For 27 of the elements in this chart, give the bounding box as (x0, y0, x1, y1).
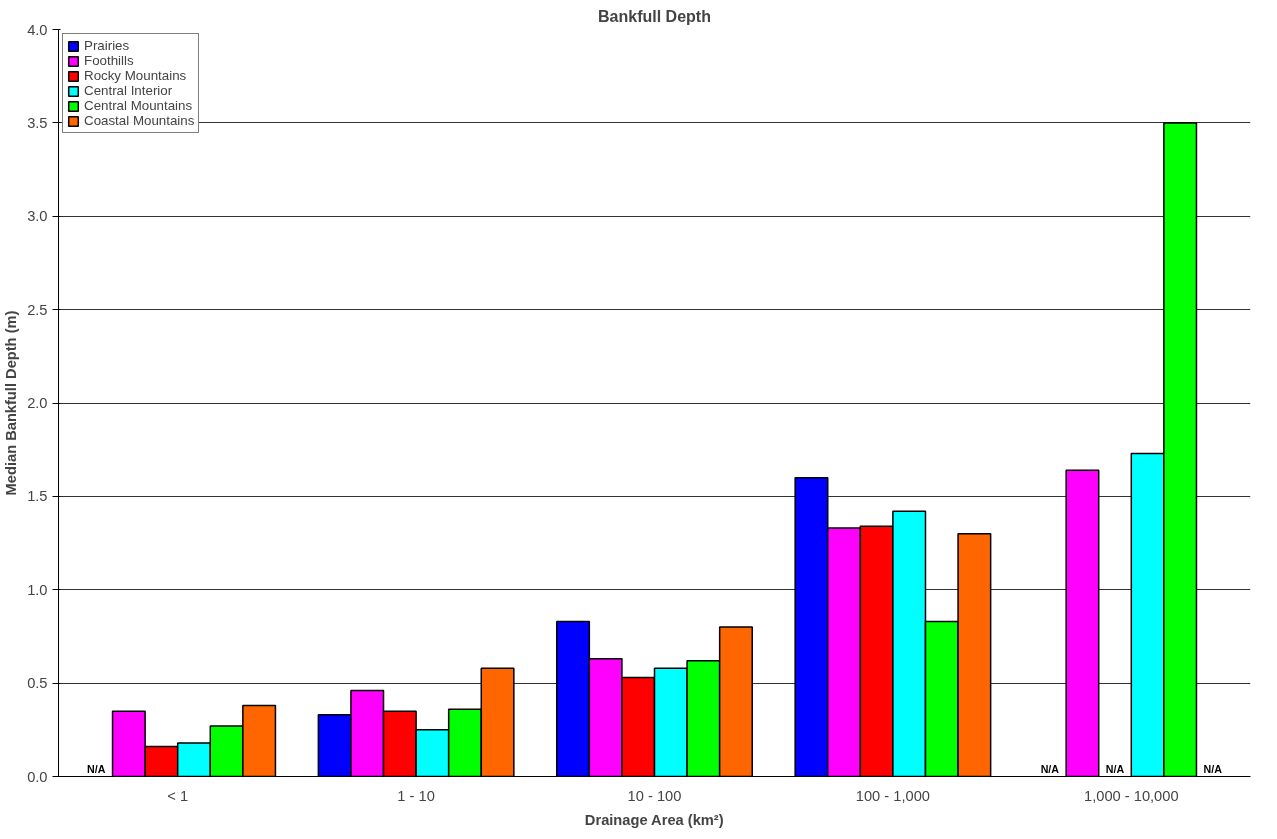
y-tick-label: 0.0 (27, 768, 48, 785)
y-tick-label: 1.0 (27, 581, 48, 598)
x-tick-label: < 1 (167, 787, 189, 804)
legend-label: Central Mountains (84, 98, 193, 113)
legend-label: Central Interior (84, 83, 173, 98)
text: N/A (1203, 762, 1222, 775)
y-tick-label: 1.5 (27, 488, 48, 505)
legend-label: Rocky Mountains (84, 68, 187, 83)
y-tick-label: 3.5 (27, 114, 48, 131)
y-tick-label: 2.0 (27, 395, 48, 411)
legend-label: Coastal Mountains (84, 113, 195, 128)
y-tick-label: 2.5 (27, 301, 48, 318)
y-tick-label: 3.0 (27, 208, 48, 225)
text: N/A (87, 762, 106, 775)
x-tick-label: 100 - 1,000 (855, 787, 930, 804)
x-tick-label: 10 - 100 (627, 787, 682, 804)
legend-label: Prairies (84, 38, 130, 53)
chart-title: Bankfull Depth (598, 7, 711, 25)
x-axis-title: Drainage Area (km²) (584, 811, 724, 828)
y-tick-label: 4.0 (27, 21, 48, 38)
y-axis-title: Median Bankfull Depth (m) (3, 310, 20, 496)
x-tick-label: 1 - 10 (397, 787, 435, 804)
text: N/A (1040, 762, 1060, 775)
x-tick-label: 1,000 - 10,000 (1084, 787, 1179, 804)
text: N/A (1105, 762, 1125, 775)
legend-label: Foothills (84, 53, 134, 68)
y-tick-label: 0.5 (27, 675, 48, 692)
